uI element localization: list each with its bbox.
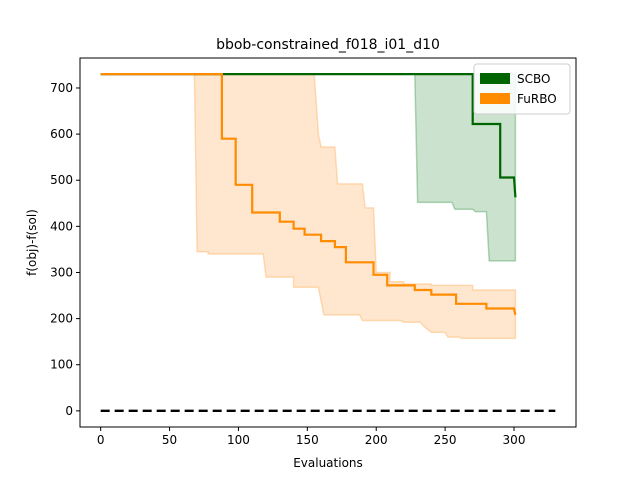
plot-frame (79, 57, 577, 428)
confidence-bands (100, 73, 517, 340)
y-tick-label: 700 (50, 81, 73, 95)
scbo-legend-label: SCBO (517, 72, 550, 86)
y-axis-ticks: 0 100 200 300 400 500 600 700 (50, 81, 80, 418)
y-tick-label: 0 (65, 404, 73, 418)
x-tick-label: 200 (365, 433, 388, 447)
y-tick-label: 300 (50, 265, 73, 279)
y-tick-label: 500 (50, 173, 73, 187)
x-tick-label: 50 (162, 433, 177, 447)
legend: SCBO FuRBO (473, 63, 571, 115)
furbo-legend-swatch (480, 93, 510, 104)
y-tick-label: 100 (50, 358, 73, 372)
chart-title: bbob-constrained_f018_i01_d10 (216, 37, 440, 53)
scbo-legend-swatch (480, 73, 510, 84)
x-tick-label: 100 (227, 433, 250, 447)
y-tick-label: 400 (50, 219, 73, 233)
median-lines (100, 72, 517, 316)
y-tick-label: 200 (50, 312, 73, 326)
x-tick-label: 300 (503, 433, 526, 447)
scbo-median-line (100, 72, 517, 198)
furbo-legend-label: FuRBO (517, 92, 557, 106)
x-axis-ticks: 0 50 100 150 200 250 300 (97, 427, 526, 447)
furbo-median-line (100, 72, 517, 316)
furbo-band (100, 73, 517, 340)
x-axis-label: Evaluations (293, 456, 363, 470)
x-tick-label: 250 (434, 433, 457, 447)
x-tick-label: 0 (97, 433, 105, 447)
y-axis-label: f(obj)-f(sol) (25, 209, 39, 276)
y-tick-label: 600 (50, 127, 73, 141)
x-tick-label: 150 (296, 433, 319, 447)
